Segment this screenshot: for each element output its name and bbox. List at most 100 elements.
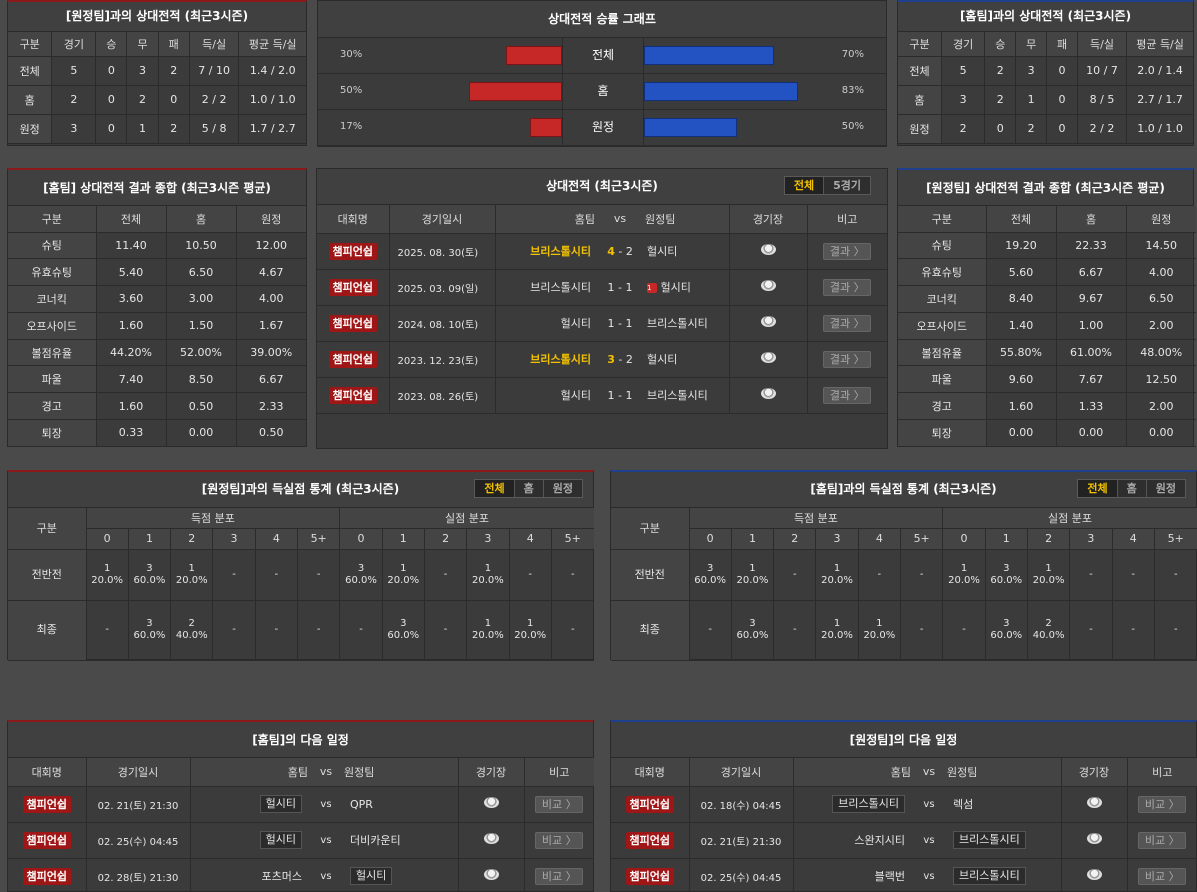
result-button[interactable]: 결과 〉 <box>823 314 872 332</box>
tab-home[interactable]: 홈 <box>1118 480 1147 497</box>
table-row: 전체 5 0 3 2 7 / 10 1.4 / 2.0 <box>8 56 306 86</box>
conceded-cell: 2 40.0% <box>1027 600 1071 661</box>
scored-cell: - <box>255 549 298 601</box>
compare-button[interactable]: 비교 〉 <box>535 867 584 885</box>
stadium-icon[interactable] <box>760 316 776 327</box>
tab-away[interactable]: 원정 <box>1155 482 1176 495</box>
stadium-icon[interactable] <box>760 388 776 399</box>
stadium-icon[interactable] <box>760 352 776 363</box>
count: 1 <box>876 618 883 629</box>
away-team-cell: 브리스톨시티 <box>947 858 1062 892</box>
note-cell: 비교 〉 <box>1127 822 1197 859</box>
away-team[interactable]: 헐시티 <box>660 281 691 294</box>
league-badge[interactable]: 챔피언쉽 <box>328 314 377 332</box>
league-badge[interactable]: 챔피언쉽 <box>22 831 71 849</box>
goal-col: 0 <box>689 528 732 550</box>
league-badge[interactable]: 챔피언쉽 <box>328 278 377 296</box>
home-team[interactable]: 브리스톨시티 <box>495 233 595 270</box>
scored-cell: - <box>900 600 944 661</box>
stadium-icon[interactable] <box>483 833 499 844</box>
home-team[interactable]: 포츠머스 <box>261 870 302 883</box>
league-badge[interactable]: 챔피언쉽 <box>328 386 377 404</box>
cell-value: 2 <box>158 114 190 144</box>
away-team[interactable]: 헐시티 <box>647 245 678 258</box>
home-team[interactable]: 블랙번 <box>874 870 905 883</box>
home-team[interactable]: 헐시티 <box>495 377 595 414</box>
home-team[interactable]: 스완지시티 <box>854 834 905 847</box>
away-goals-title: [원정팀]과의 득실점 통계 (최근3시즌) 전체 홈 원정 <box>8 472 593 508</box>
league-badge[interactable]: 챔피언쉽 <box>328 350 377 368</box>
home-next-panel: [홈팀]의 다음 일정 대회명 경기일시 홈팀 vs 원정팀 경기장 비고 챔피언쉽 02. 2… <box>7 720 594 892</box>
away-team[interactable]: 더비카운티 <box>350 834 401 847</box>
away-team[interactable]: 브리스톨시티 <box>953 867 1026 885</box>
count: 3 <box>749 618 756 629</box>
red-card-icon: 1 <box>647 283 657 293</box>
league-badge[interactable]: 챔피언쉽 <box>22 795 71 813</box>
home-team[interactable]: 헐시티 <box>259 795 302 813</box>
league-badge[interactable]: 챔피언쉽 <box>625 867 674 885</box>
home-team[interactable]: 브리스톨시티 <box>495 269 595 306</box>
away-team[interactable]: 브리스톨시티 <box>647 389 708 402</box>
count: 1 <box>1045 562 1052 574</box>
stadium-icon[interactable] <box>1086 797 1102 808</box>
row-label: 오프사이드 <box>898 312 987 340</box>
away-team[interactable]: QPR <box>350 797 373 811</box>
league-badge[interactable]: 챔피언쉽 <box>625 795 674 813</box>
home-team[interactable]: 헐시티 <box>495 305 595 342</box>
compare-button[interactable]: 비교 〉 <box>1138 831 1187 849</box>
home-team[interactable]: 헐시티 <box>259 831 302 849</box>
away-h2h-title: [원정팀]과의 상대전적 (최근3시즌) <box>8 2 306 32</box>
stadium-icon[interactable] <box>483 797 499 808</box>
stadium-icon[interactable] <box>760 244 776 255</box>
score-cell: 4 - 2 <box>595 233 645 270</box>
percent: 60.0% <box>133 574 166 586</box>
away-team[interactable]: 헐시티 <box>350 867 393 885</box>
away-team[interactable]: 헐시티 <box>647 353 678 366</box>
tab-all[interactable]: 전체 <box>1078 480 1118 497</box>
home-goals-title-text: [홈팀]과의 득실점 통계 (최근3시즌) <box>810 482 997 496</box>
tab-all[interactable]: 전체 <box>784 177 825 194</box>
home-team[interactable]: 브리스톨시티 <box>832 795 905 813</box>
scored-cell: - <box>212 600 256 661</box>
compare-button[interactable]: 비교 〉 <box>1138 795 1187 813</box>
match-row: 챔피언쉽 2023. 08. 26(토) 헐시티 1 - 1 브리스톨시티 결과 〉 <box>317 377 887 414</box>
cell-value: 6.50 <box>166 258 237 287</box>
cell-value: 3 <box>51 114 97 144</box>
scored-cell: - <box>773 600 817 661</box>
conceded-label: 실점 분포 <box>339 508 594 529</box>
tab-away[interactable]: 원정 <box>552 482 573 495</box>
result-button[interactable]: 결과 〉 <box>823 242 872 260</box>
away-goals-title-text: [원정팀]과의 득실점 통계 (최근3시즌) <box>201 482 400 496</box>
cell-value: 7 / 10 <box>189 56 240 86</box>
result-button[interactable]: 결과 〉 <box>823 386 872 404</box>
tab-home[interactable]: 홈 <box>515 480 544 497</box>
col-venue: 경기장 <box>458 758 525 787</box>
league-badge[interactable]: 챔피언쉽 <box>625 831 674 849</box>
away-team[interactable]: 브리스톨시티 <box>647 317 708 330</box>
away-team[interactable]: 브리스톨시티 <box>953 831 1026 849</box>
tab-all[interactable]: 전체 <box>475 480 515 497</box>
compare-button[interactable]: 비교 〉 <box>535 795 584 813</box>
goal-col: 1 <box>731 528 775 550</box>
league-badge[interactable]: 챔피언쉽 <box>328 242 377 260</box>
cell-value: 8.50 <box>166 365 237 394</box>
tab-5games[interactable]: 5경기 <box>833 179 861 192</box>
stadium-icon[interactable] <box>1086 833 1102 844</box>
away-team[interactable]: 렉섬 <box>953 798 974 811</box>
note-cell: 비교 〉 <box>1127 786 1197 823</box>
home-goals-panel: [홈팀]과의 득실점 통계 (최근3시즌) 전체 홈 원정 구분 득점 분포 실점 … <box>610 470 1197 661</box>
compare-button[interactable]: 비교 〉 <box>535 831 584 849</box>
stadium-icon[interactable] <box>1086 869 1102 880</box>
away-score: 2 <box>625 244 633 258</box>
home-team[interactable]: 브리스톨시티 <box>495 341 595 378</box>
compare-button[interactable]: 비교 〉 <box>1138 867 1187 885</box>
table-row: 경고 1.60 1.33 2.00 <box>898 392 1196 421</box>
matches-title: 상대전적 (최근3시즌) 전체 5경기 <box>317 169 887 205</box>
league-cell: 챔피언쉽 <box>317 233 390 270</box>
stadium-icon[interactable] <box>483 869 499 880</box>
stadium-icon[interactable] <box>760 280 776 291</box>
result-button[interactable]: 결과 〉 <box>823 278 872 296</box>
league-badge[interactable]: 챔피언쉽 <box>22 867 71 885</box>
goal-col: 5+ <box>900 528 944 550</box>
result-button[interactable]: 결과 〉 <box>823 350 872 368</box>
